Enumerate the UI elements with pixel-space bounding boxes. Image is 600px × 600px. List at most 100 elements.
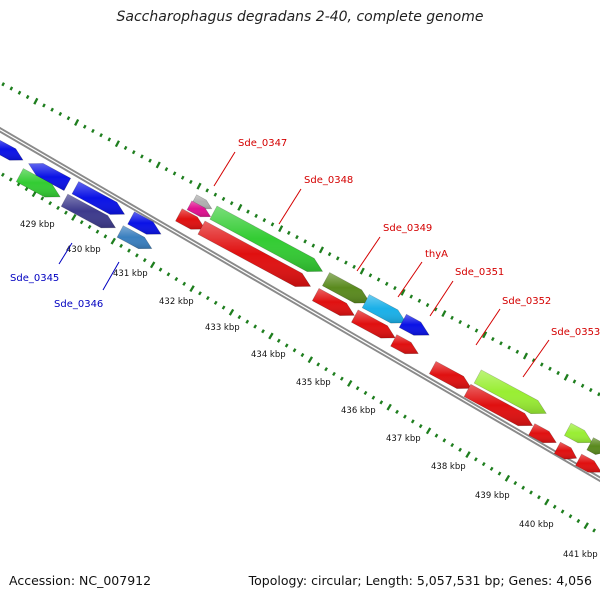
tick-mark [99, 133, 103, 138]
gene-arrow-blue-shine [127, 211, 161, 235]
gene-label[interactable]: Sde_0345 [10, 273, 59, 284]
tick-mark [548, 366, 552, 371]
track-layer [0, 82, 600, 533]
tick-mark [213, 300, 218, 305]
tick-mark [278, 225, 284, 233]
scale-label: 436 kbp [341, 406, 376, 416]
gene-label[interactable]: thyA [425, 249, 448, 260]
gene-arrow-sde-0351-shine [399, 314, 430, 336]
gene-label[interactable]: Sde_0353 [551, 327, 600, 338]
tick-mark [107, 137, 112, 142]
tick-mark [327, 252, 332, 257]
tick-mark [576, 518, 581, 524]
label-leader-line [475, 308, 501, 346]
tick-mark [303, 239, 307, 244]
gene-arrow-red-shine [429, 361, 472, 389]
tick-mark [318, 246, 325, 254]
gene-label[interactable]: Sde_0352 [502, 296, 551, 307]
tick-mark [409, 294, 414, 299]
tick-mark [127, 248, 131, 253]
tick-mark [363, 390, 368, 396]
tick-mark [425, 302, 430, 308]
gene-arrow-red-shine [390, 334, 419, 354]
tick-mark [311, 243, 316, 248]
scale-label: 438 kbp [431, 462, 466, 472]
tick-mark [332, 371, 336, 377]
scale-label: 432 kbp [159, 297, 194, 307]
gene-arrow-green-shine [16, 168, 61, 198]
tick-mark [393, 285, 397, 291]
gene-arrow-blue-edge-shine [0, 140, 23, 161]
gene-label[interactable]: Sde_0351 [455, 267, 504, 278]
tick-mark [237, 203, 243, 211]
tick-mark [114, 140, 120, 148]
tick-mark [592, 528, 597, 533]
tick-mark [246, 209, 250, 214]
tick-mark [539, 362, 544, 367]
gene-arrow-thyA-shine [362, 294, 407, 324]
tick-mark [473, 457, 478, 462]
tick-mark [82, 124, 87, 129]
gene-arrow-blue-shine [72, 181, 125, 215]
tick-mark [529, 490, 533, 495]
genome-title: Saccharophagus degradans 2-40, complete … [116, 9, 484, 25]
tick-mark [324, 367, 328, 372]
tick-mark [174, 276, 179, 282]
tick-mark [8, 177, 13, 182]
tick-mark [261, 329, 265, 334]
tick-mark [507, 345, 511, 350]
gene-label[interactable]: Sde_0348 [304, 175, 353, 186]
tick-mark [347, 379, 353, 387]
tick-mark [403, 414, 407, 419]
label-leader-line [213, 151, 236, 187]
tick-mark [359, 267, 365, 275]
label-leader-line [58, 242, 73, 265]
gene-label[interactable]: Sde_0346 [54, 299, 103, 310]
tick-mark [229, 201, 234, 206]
tick-mark [458, 447, 462, 452]
tick-mark [17, 90, 22, 95]
tick-mark [491, 336, 495, 342]
tick-mark [376, 277, 381, 282]
tick-mark [481, 461, 486, 467]
tick-mark [74, 118, 80, 126]
accession-text: Accession: NC_007912 [9, 573, 152, 588]
tick-mark [182, 281, 187, 286]
gene-arrow-edge-shine [586, 437, 600, 455]
tick-mark [228, 308, 235, 316]
tick-mark [316, 362, 321, 367]
tick-mark [295, 235, 299, 240]
gene-arrow-red-shine [464, 384, 533, 426]
tick-mark [489, 466, 494, 471]
tick-mark [583, 522, 589, 530]
tick-mark [504, 474, 511, 482]
tick-mark [119, 243, 124, 248]
label-layer: 429 kbp 430 kbp 431 kbp 432 kbp 433 kbp 434 k… [10, 138, 600, 560]
tick-mark [189, 285, 195, 293]
tick-mark [552, 504, 557, 509]
tick-mark [568, 514, 573, 519]
tick-mark [572, 379, 577, 384]
gene-label[interactable]: Sde_0349 [383, 223, 432, 234]
tick-mark [400, 288, 406, 296]
tick-mark [482, 331, 488, 339]
gene-label[interactable]: Sde_0347 [238, 138, 287, 149]
tick-mark [1, 82, 5, 87]
tick-mark [0, 172, 5, 177]
tick-mark [433, 307, 438, 312]
tick-mark [410, 419, 415, 424]
tick-mark [56, 205, 60, 211]
tick-mark [135, 253, 139, 258]
tick-mark [386, 403, 392, 411]
tick-mark [48, 201, 53, 206]
gene-arrow-sde-0346-shine [117, 225, 152, 249]
scale-label: 431 kbp [113, 269, 148, 279]
gene-arrow-sde-0348-shine [209, 206, 323, 272]
tick-mark [87, 224, 92, 230]
gene-arrow-sde-0353b-shine [564, 423, 593, 443]
tick-mark [245, 319, 250, 324]
tick-mark [276, 338, 281, 343]
outer-tick-row [1, 82, 600, 397]
scale-label: 435 kbp [296, 378, 331, 388]
